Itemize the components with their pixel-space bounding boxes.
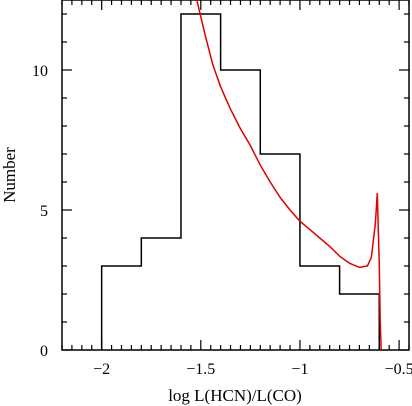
x-axis-ticks	[61, 0, 410, 350]
histogram-bar	[221, 70, 261, 350]
y-tick-label: 0	[40, 343, 48, 360]
x-axis-tick-labels: −2 −1.5 −1 −0.5	[93, 361, 412, 378]
histogram-bar	[141, 238, 181, 350]
histogram-bar	[102, 266, 142, 350]
histogram-bar	[260, 154, 300, 350]
y-tick-label: 10	[32, 63, 48, 80]
x-tick-label: −1	[291, 361, 308, 378]
histogram-bar	[340, 294, 380, 350]
histogram-bar	[181, 14, 221, 350]
histogram-outline	[100, 13, 381, 350]
histogram-bar	[300, 266, 340, 350]
y-axis-tick-labels: 0 5 10	[32, 63, 48, 360]
histogram-bars	[102, 14, 380, 350]
y-axis-label: Number	[0, 147, 19, 203]
x-axis-label: log L(HCN)/L(CO)	[168, 386, 302, 405]
plot-frame	[61, 0, 410, 351]
x-tick-label: −2	[93, 361, 110, 378]
model-curve	[196, 0, 382, 351]
x-tick-label: −0.5	[385, 361, 412, 378]
y-tick-label: 5	[40, 203, 48, 220]
x-tick-label: −1.5	[186, 361, 215, 378]
y-axis-ticks	[62, 13, 409, 351]
